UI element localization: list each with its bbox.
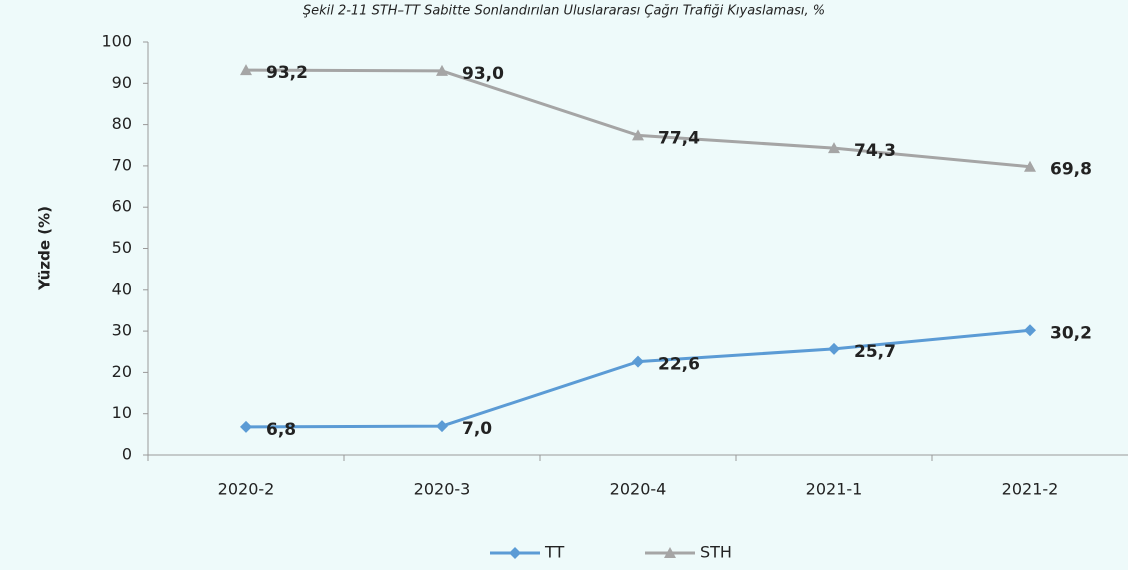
x-tick-label: 2020-3	[414, 480, 471, 499]
data-label: 69,8	[1050, 160, 1092, 180]
x-tick-label: 2020-4	[610, 480, 667, 499]
y-tick-label: 80	[112, 114, 132, 133]
y-tick-label: 40	[112, 279, 132, 298]
marker	[1024, 160, 1036, 172]
y-tick-label: 10	[112, 403, 132, 422]
marker	[240, 420, 252, 433]
y-tick-label: 100	[101, 32, 132, 51]
y-tick-label: 30	[112, 321, 132, 340]
marker	[664, 547, 676, 558]
data-label: 6,8	[266, 420, 296, 440]
data-label: 77,4	[658, 128, 700, 148]
marker	[632, 129, 644, 141]
y-tick-label: 20	[112, 362, 132, 381]
x-tick-label: 2021-2	[1002, 480, 1059, 499]
data-label: 22,6	[658, 355, 700, 375]
chart-title: Şekil 2-11 STH–TT Sabitte Sonlandırılan …	[303, 4, 825, 19]
x-tick-label: 2020-2	[218, 480, 275, 499]
y-tick-label: 0	[122, 445, 132, 464]
marker	[509, 547, 521, 559]
data-label: 93,2	[266, 63, 308, 83]
data-label: 25,7	[854, 342, 896, 362]
y-tick-label: 90	[112, 73, 132, 92]
marker	[436, 420, 448, 433]
y-axis-label: Yüzde (%)	[36, 206, 54, 291]
marker	[828, 342, 840, 355]
marker	[632, 355, 644, 368]
marker	[828, 142, 840, 154]
marker	[436, 64, 448, 76]
marker	[240, 64, 252, 76]
data-label: 93,0	[462, 64, 504, 84]
marker	[1024, 324, 1036, 337]
data-label: 30,2	[1050, 323, 1092, 343]
x-tick-label: 2021-1	[806, 480, 863, 499]
y-tick-label: 50	[112, 238, 132, 257]
y-tick-label: 60	[112, 197, 132, 216]
data-label: 7,0	[462, 419, 492, 439]
data-label: 74,3	[854, 141, 896, 161]
y-tick-label: 70	[112, 155, 132, 174]
legend-label: STH	[700, 543, 732, 562]
legend-label: TT	[544, 543, 564, 562]
